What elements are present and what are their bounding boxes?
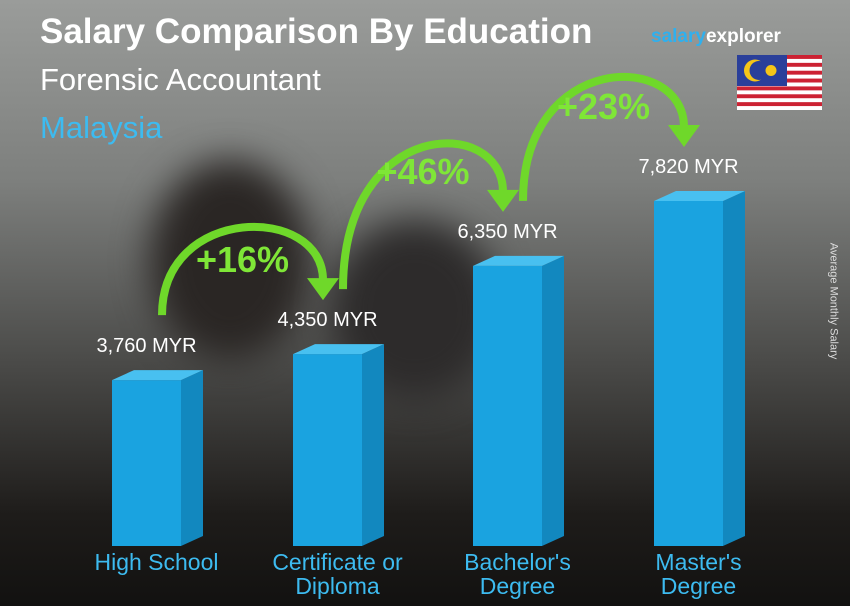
increase-arrow (519, 73, 688, 201)
value-label: 4,350 MYR (277, 309, 378, 332)
category-label: Master's Degree (609, 550, 789, 598)
country-label: Malaysia (40, 110, 163, 145)
job-title: Forensic Accountant (40, 62, 321, 97)
value-label: 6,350 MYR (457, 220, 558, 243)
chart-title: Salary Comparison By Education (40, 12, 593, 51)
category-label: Bachelor's Degree (428, 550, 608, 598)
arrow-head (307, 278, 339, 301)
value-label: 3,760 MYR (96, 335, 197, 358)
bar (654, 191, 745, 546)
salaryexplorer-logo: salaryexplorer (651, 26, 781, 48)
category-label-line: Degree (660, 573, 737, 599)
percent-increase-label: +46% (376, 150, 470, 192)
category-label: High School (67, 550, 247, 574)
increase-arrow (339, 139, 507, 290)
percent-increase-label: +16% (195, 239, 290, 281)
malaysia-flag (737, 55, 822, 110)
bar (473, 255, 564, 546)
category-label-line: High School (94, 549, 219, 575)
category-label-line: Bachelor's (464, 549, 571, 575)
category-label-line: Degree (479, 573, 556, 599)
category-label-line: Master's (655, 549, 742, 575)
bar (112, 370, 203, 546)
increase-arrow (158, 222, 327, 316)
logo-part: salary (651, 26, 706, 47)
logo-part: explorer (705, 26, 781, 47)
percent-increase-label: +23% (556, 86, 651, 127)
category-label-line: Diploma (295, 573, 380, 599)
category-label: Certificate or Diploma (248, 550, 428, 598)
value-label: 7,820 MYR (638, 156, 739, 178)
arrow-head (487, 189, 519, 212)
y-axis-label: Average Monthly Salary (827, 242, 840, 360)
bar (293, 344, 384, 546)
arrow-head (668, 125, 700, 147)
category-label-line: Certificate or (272, 549, 403, 575)
